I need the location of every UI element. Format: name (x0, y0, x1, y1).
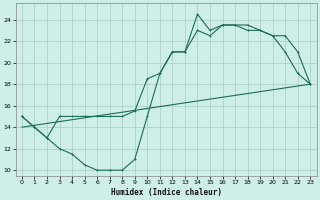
X-axis label: Humidex (Indice chaleur): Humidex (Indice chaleur) (111, 188, 221, 197)
